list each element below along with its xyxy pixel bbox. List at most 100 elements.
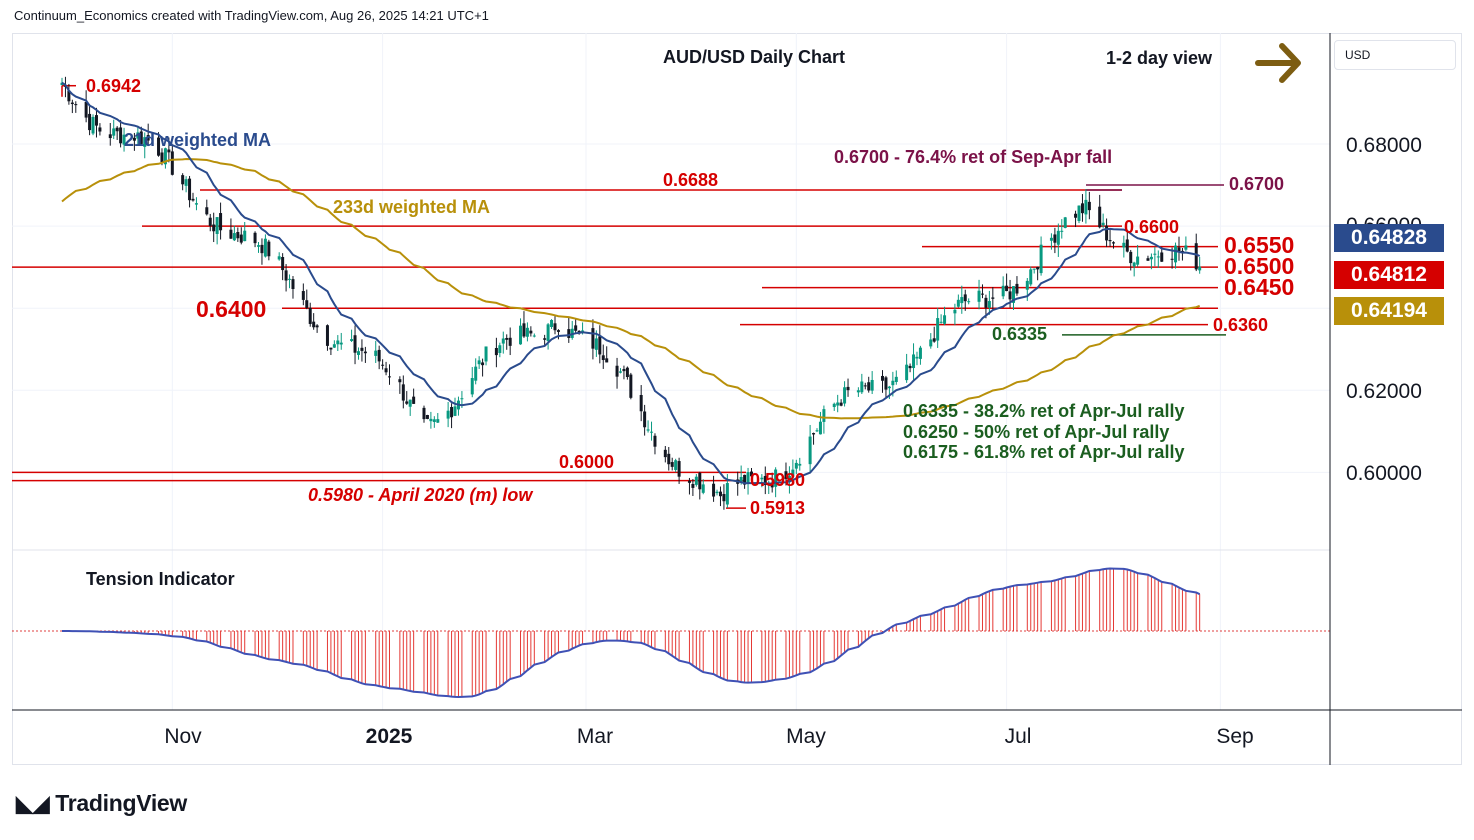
candle-body	[353, 335, 357, 353]
candle-body	[622, 369, 626, 372]
candle-body	[350, 339, 354, 341]
candle-body	[956, 299, 960, 307]
candle-body	[912, 354, 916, 369]
candle-body	[905, 364, 909, 381]
candle-body	[581, 330, 585, 333]
candle-body	[881, 375, 885, 381]
candle-body	[363, 351, 367, 354]
candle-body	[446, 410, 450, 419]
ma233-label: 233d weighted MA	[333, 197, 490, 217]
candle-body	[401, 384, 405, 401]
candle-body	[822, 409, 826, 422]
candle-body	[739, 476, 743, 483]
candle-body	[422, 407, 426, 420]
candle-body	[519, 325, 523, 345]
candle-body	[1015, 283, 1019, 294]
y-tick: 0.60000	[1346, 462, 1422, 485]
candle-body	[1098, 206, 1102, 228]
ma21-line	[61, 81, 1201, 485]
candle-body	[1160, 252, 1164, 262]
candle-body	[1180, 250, 1184, 252]
candle-body	[505, 337, 509, 340]
candle-body	[160, 152, 164, 163]
level-label: 0.6600	[1124, 217, 1179, 237]
candle-body	[629, 374, 633, 398]
candle-body	[894, 376, 898, 382]
candle-body	[263, 238, 267, 257]
x-tick: Sep	[1216, 725, 1253, 748]
candle-body	[1105, 225, 1109, 241]
candle-body	[1053, 234, 1057, 243]
x-tick: 2025	[366, 725, 413, 748]
currency-selector[interactable]: USD	[1334, 40, 1456, 70]
candle-body	[746, 472, 750, 484]
logo-text: TradingView	[55, 790, 188, 816]
candle-body	[870, 379, 874, 391]
candle-body	[388, 376, 392, 378]
candle-body	[991, 297, 995, 299]
level-label: 0.6450	[1224, 274, 1294, 300]
candle-body	[260, 244, 264, 254]
chart-title: AUD/USD Daily Chart	[663, 47, 845, 67]
x-tick: Mar	[577, 725, 613, 748]
candle-body	[860, 381, 864, 393]
annotation: 0.5980 - April 2020 (m) low	[308, 485, 533, 505]
candle-body	[1080, 203, 1084, 214]
oscillator-label: Tension Indicator	[86, 569, 235, 589]
candle-body	[188, 178, 192, 201]
candle-body	[763, 476, 767, 486]
candle-body	[936, 318, 940, 341]
candle-body	[94, 115, 98, 126]
candle-body	[1184, 245, 1188, 250]
tradingview-logo[interactable]: ◣◢ TradingView	[16, 790, 187, 817]
candle-body	[405, 401, 409, 404]
candle-body	[808, 436, 812, 465]
candle-body	[856, 390, 860, 393]
x-tick: Nov	[164, 725, 202, 748]
candle-body	[1111, 242, 1115, 244]
candle-body	[832, 403, 836, 408]
level-label: 0.6942	[86, 76, 141, 96]
candle-body	[1132, 262, 1136, 267]
view-arrow-icon	[1255, 43, 1301, 83]
candle-body	[205, 207, 209, 215]
candle-body	[605, 358, 609, 363]
candle-body	[181, 175, 185, 185]
level-label: 0.6360	[1213, 315, 1268, 335]
candle-body	[301, 291, 305, 300]
candle-body	[815, 430, 819, 432]
candle-body	[556, 330, 560, 332]
candle-body	[436, 419, 440, 423]
candle-body	[943, 315, 947, 324]
candle-body	[1087, 201, 1091, 211]
candle-body	[1129, 251, 1133, 264]
candle-body	[522, 323, 526, 337]
y-tick: 0.62000	[1346, 380, 1422, 403]
annotation: 0.6700 - 76.4% ret of Sep-Apr fall	[834, 147, 1112, 167]
level-label: 0.5980	[750, 470, 805, 490]
candle-body	[305, 300, 309, 308]
candle-body	[601, 355, 605, 361]
candle-body	[615, 365, 619, 377]
candle-body	[625, 367, 629, 378]
candle-body	[843, 387, 847, 404]
chart-credit: Continuum_Economics created with Trading…	[14, 8, 489, 23]
candle-body	[1177, 247, 1181, 252]
candle-body	[691, 484, 695, 488]
candle-body	[1156, 256, 1160, 258]
candle-body	[136, 132, 140, 139]
candle-body	[1174, 245, 1178, 263]
candle-body	[791, 469, 795, 477]
candle-body	[677, 461, 681, 477]
candle-body	[574, 325, 578, 331]
candle-body	[546, 324, 550, 342]
candle-body	[1125, 239, 1129, 252]
candle-body	[674, 460, 678, 470]
candle-body	[718, 491, 722, 497]
candle-body	[725, 483, 729, 505]
candle-body	[498, 345, 502, 353]
candle-body	[750, 471, 753, 477]
price-chart[interactable]: AUD/USD Daily Chart 1-2 day view 0.68000…	[0, 0, 1474, 770]
candle-body	[1001, 285, 1005, 297]
candle-body	[284, 270, 288, 281]
